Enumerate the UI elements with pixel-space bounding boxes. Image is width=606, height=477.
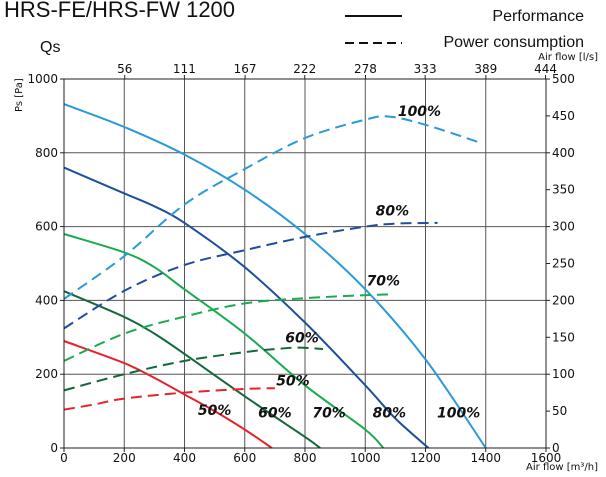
x-tick-label: 400 <box>173 451 196 465</box>
x-axis-label: Air flow [m³/h] <box>526 462 598 473</box>
curve-label: 80% <box>373 406 407 422</box>
legend-power-label: Power consumption <box>443 34 584 51</box>
x-tick-label: 1200 <box>410 451 441 465</box>
y-tick-label: 200 <box>35 367 58 381</box>
curve-label: 100% <box>398 104 441 120</box>
y2-tick-label: 100 <box>552 367 575 381</box>
x-tick-label: 0 <box>60 451 68 465</box>
x-tick-label: 1400 <box>470 451 501 465</box>
x-axis-ticks: 0 200 400 600 800 1000 1200 1400 1600 <box>60 448 561 465</box>
curve-label: 70% <box>367 274 401 290</box>
y2-tick-label: 50 <box>552 404 567 418</box>
x-tick-label: 1000 <box>350 451 381 465</box>
curve-label: 80% <box>376 204 410 220</box>
curve-label: 60% <box>258 406 292 422</box>
power-curve-80 <box>63 221 438 330</box>
grid <box>64 79 546 448</box>
x2-tick-label: 333 <box>414 62 437 76</box>
y-tick-label: 600 <box>35 220 58 234</box>
x2-tick-label: 389 <box>474 62 497 76</box>
curve-annotations: 100% 80% 70% 60% 50% 50% 60% 70% 80% 100% <box>198 104 480 422</box>
x2-axis-label: Air flow [l/s] <box>538 52 598 63</box>
y-axis-ticks: 0 200 400 600 800 1000 <box>27 72 64 455</box>
x2-axis-ticks: 56 111 167 222 278 333 389 444 <box>117 62 557 79</box>
plot-frame <box>63 78 547 449</box>
power-curve-50 <box>63 387 275 411</box>
y-axis-label: Ps [Pa] <box>14 78 25 112</box>
y-tick-label: 400 <box>35 293 58 307</box>
y2-tick-label: 300 <box>552 220 575 234</box>
curve-label: 50% <box>276 373 310 389</box>
performance-curve-70 <box>63 233 385 449</box>
legend: Performance Power consumption <box>345 8 584 51</box>
x2-tick-label: 56 <box>117 62 132 76</box>
performance-curve-80 <box>63 166 430 449</box>
y-tick-label: 0 <box>50 441 58 455</box>
legend-performance-label: Performance <box>492 8 584 25</box>
x2-tick-label: 444 <box>534 62 557 76</box>
x-tick-label: 1600 <box>531 451 562 465</box>
y2-tick-label: 150 <box>552 330 575 344</box>
performance-curve-100 <box>63 103 487 449</box>
performance-curve-60 <box>63 290 321 449</box>
x2-tick-label: 111 <box>173 62 196 76</box>
curve-label: 50% <box>198 403 232 419</box>
y2-tick-label: 500 <box>552 72 575 86</box>
y-tick-label: 1000 <box>27 72 58 86</box>
chart-title: HRS-FE/HRS-FW 1200 <box>4 0 235 22</box>
y2-tick-label: 250 <box>552 257 575 271</box>
curve-label: 60% <box>285 330 319 346</box>
y2-tick-label: 350 <box>552 183 575 197</box>
y2-tick-label: 400 <box>552 146 575 160</box>
x2-tick-label: 167 <box>234 62 257 76</box>
x-tick-label: 600 <box>233 451 256 465</box>
x-tick-label: 200 <box>113 451 136 465</box>
x2-tick-label: 222 <box>293 62 316 76</box>
power-curve-70 <box>63 293 390 362</box>
chart-subtitle: Qs <box>40 39 60 56</box>
power-curve-60 <box>63 346 324 392</box>
y2-tick-label: 0 <box>552 441 560 455</box>
curve-label: 100% <box>437 406 480 422</box>
series-curves <box>63 103 487 449</box>
x-tick-label: 800 <box>294 451 317 465</box>
performance-curve-50 <box>63 340 273 449</box>
y2-tick-label: 200 <box>552 293 575 307</box>
y-tick-label: 800 <box>35 146 58 160</box>
x2-tick-label: 278 <box>354 62 377 76</box>
y2-tick-label: 450 <box>552 109 575 123</box>
curve-label: 70% <box>312 406 346 422</box>
power-curve-100 <box>63 115 481 300</box>
y2-axis-ticks: 0 50 100 150 200 250 300 350 400 450 500 <box>546 72 575 455</box>
